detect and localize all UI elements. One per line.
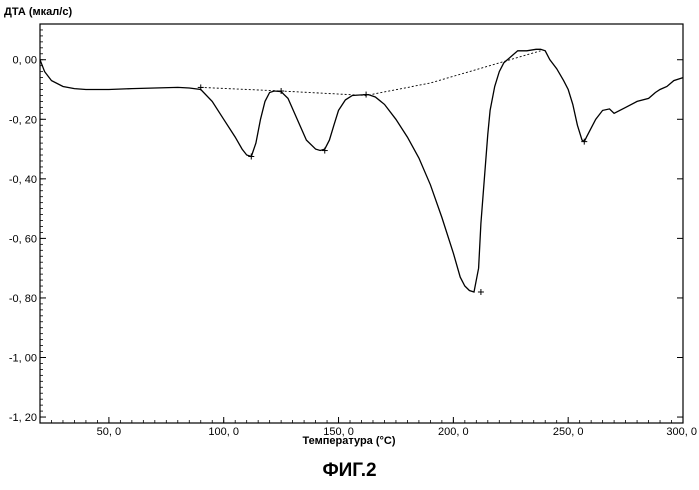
- figure-caption: ФИГ.2: [0, 460, 699, 482]
- y-axis-ticks: 0, 00 -0, 20 -0, 40 -0, 60 -0, 80 -1, 00 -1, 2…: [9, 24, 683, 424]
- x-tick-label: 50, 0: [97, 426, 121, 438]
- x-axis-title: Температура (°C): [302, 435, 395, 447]
- y-tick-label: -0, 40: [9, 174, 37, 186]
- y-tick-label: -1, 20: [9, 412, 37, 424]
- y-tick-label: -0, 20: [9, 114, 37, 126]
- x-tick-label: 300, 0: [666, 426, 697, 438]
- y-axis-title: ДТА (мкал/с): [4, 6, 72, 18]
- plot-frame: [40, 24, 683, 423]
- peak-marker: [478, 289, 484, 295]
- x-tick-label: 250, 0: [553, 426, 584, 438]
- dta-chart: ДТА (мкал/с) 0, 00 -0, 20 -0, 40 -0, 60 -0, …: [0, 0, 699, 450]
- peak-marker: [363, 92, 369, 98]
- y-tick-label: -0, 80: [9, 293, 37, 305]
- dta-curve: [40, 49, 683, 292]
- y-tick-label: 0, 00: [13, 55, 37, 67]
- x-tick-label: 100, 0: [208, 426, 239, 438]
- y-tick-label: -0, 60: [9, 233, 37, 245]
- baseline-dashed-line: [201, 51, 541, 96]
- peak-markers: [198, 84, 588, 295]
- peak-marker: [248, 154, 254, 160]
- y-tick-label: -1, 00: [9, 352, 37, 364]
- peak-marker: [322, 148, 328, 154]
- x-tick-label: 200, 0: [438, 426, 469, 438]
